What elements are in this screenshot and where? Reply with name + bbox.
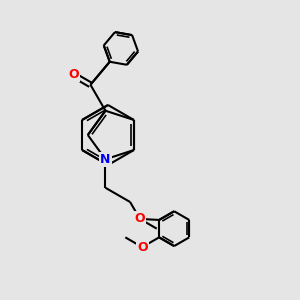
Text: O: O <box>135 212 145 225</box>
Text: O: O <box>68 68 79 82</box>
Text: O: O <box>137 241 148 254</box>
Text: N: N <box>100 153 111 166</box>
